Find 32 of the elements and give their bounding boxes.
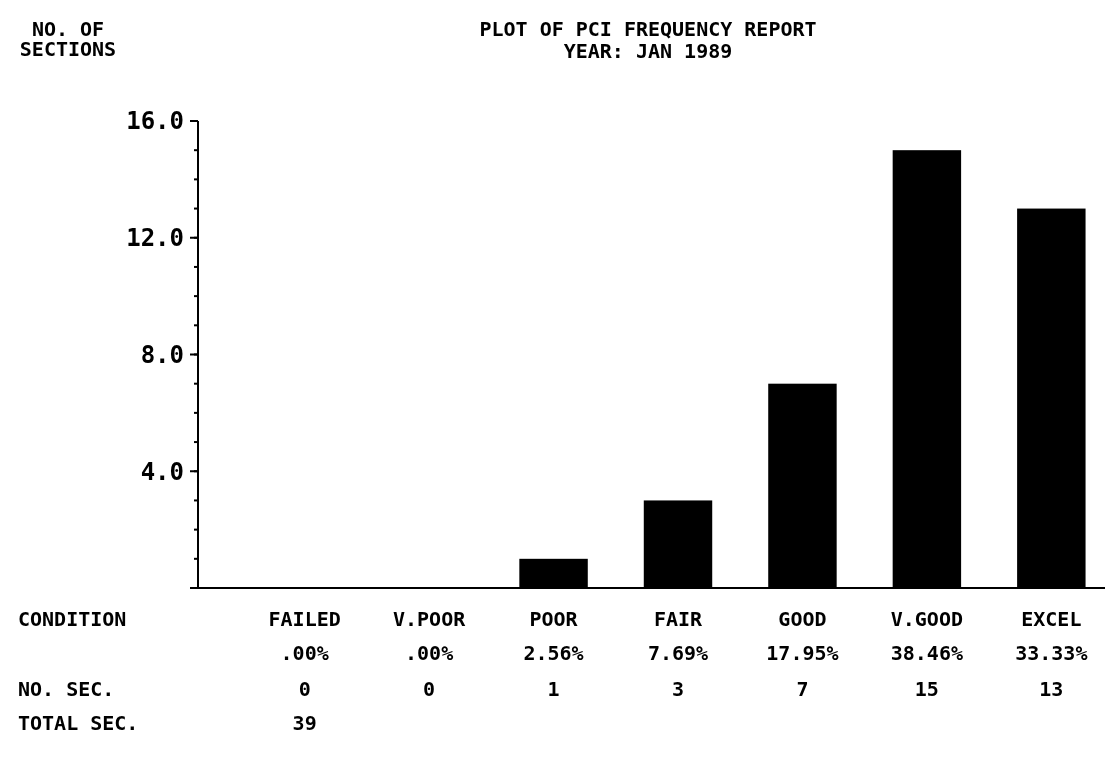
data-label: 0: [298, 677, 311, 701]
text: .00%: [280, 641, 329, 665]
data-label: 15: [914, 677, 939, 701]
text: TOTAL SEC.: [18, 711, 139, 735]
data-label: 3: [671, 677, 685, 701]
text: 17.95%: [766, 641, 839, 665]
x-tick-label: V.GOOD: [890, 607, 964, 631]
y-tick-label: 12.0: [126, 224, 184, 253]
text: 2.56%: [523, 641, 584, 665]
text: CONDITION: [18, 607, 127, 631]
y-tick-label: 16.0: [126, 107, 184, 136]
text: 38.46%: [890, 641, 964, 665]
data-label: 7: [796, 677, 809, 701]
text: 33.33%: [1015, 641, 1088, 665]
x-tick-label: FAILED: [268, 607, 341, 631]
text: .00%: [405, 641, 454, 665]
data-label: 13: [1039, 677, 1064, 701]
y-tick-label: 8.0: [140, 340, 184, 369]
chart-subtitle: YEAR: JAN 1989: [563, 39, 733, 63]
x-tick-label: POOR: [529, 607, 579, 631]
x-tick-label: V.POOR: [392, 607, 467, 631]
data-label: 1: [547, 677, 560, 701]
y-tick-label: 4.0: [140, 457, 184, 486]
chart-title: PLOT OF PCI FREQUENCY REPORT: [479, 17, 817, 41]
text: NO. SEC.: [18, 677, 115, 701]
text: 7.69%: [647, 641, 709, 665]
x-tick-label: EXCEL: [1021, 607, 1082, 631]
y-axis-title: NO. OF SECTIONS: [19, 17, 117, 61]
text: 39: [292, 711, 317, 735]
x-tick-label: GOOD: [778, 607, 827, 631]
x-tick-label: FAIR: [653, 607, 704, 631]
data-label: 0: [423, 677, 436, 701]
